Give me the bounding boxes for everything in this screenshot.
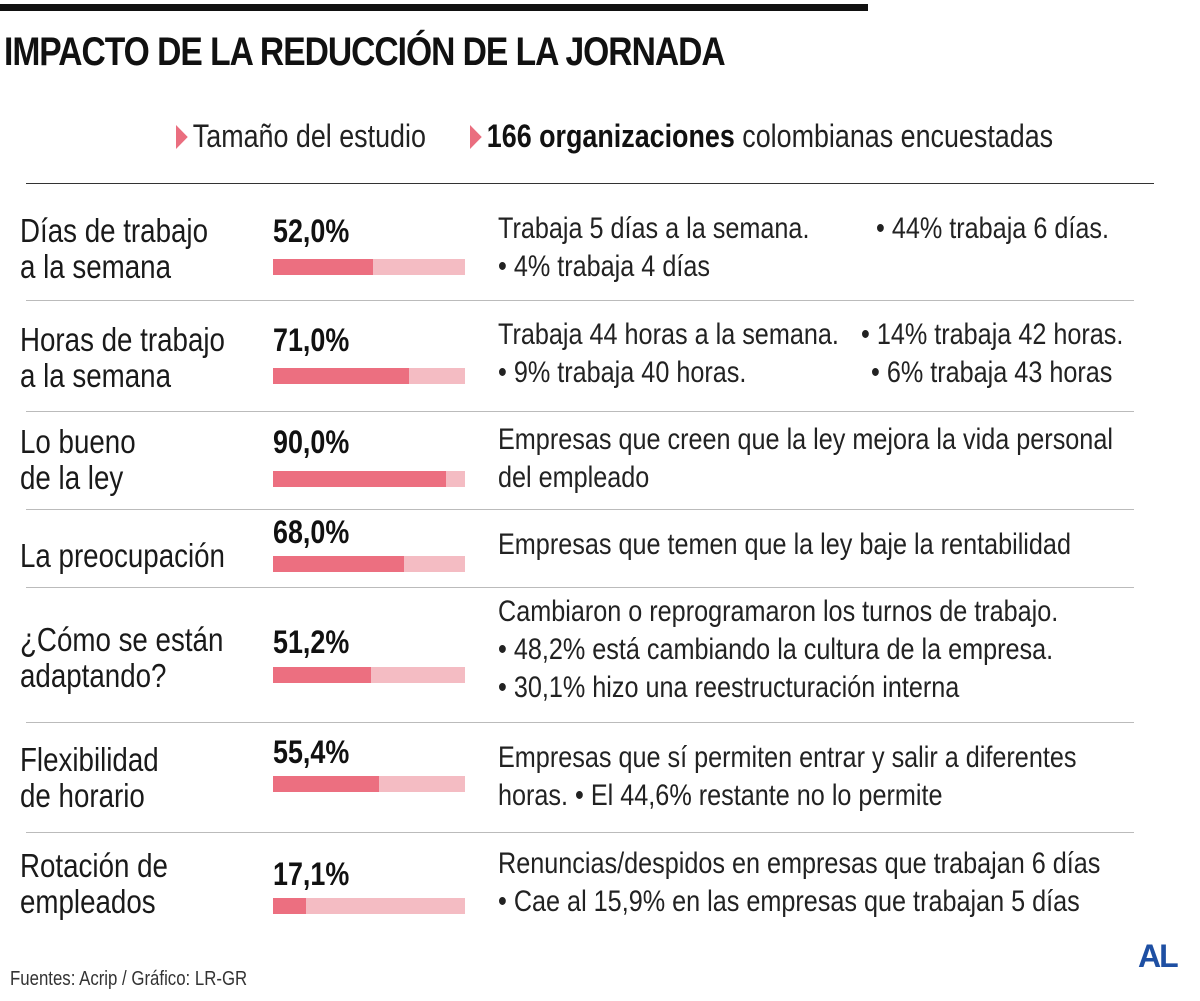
row-label-line: Rotación de bbox=[20, 847, 168, 884]
row-description-line: • 48,2% está cambiando la cultura de la … bbox=[498, 633, 1054, 666]
row-label-line: Días de trabajo bbox=[20, 212, 209, 249]
bar bbox=[273, 776, 380, 792]
row-description: Trabaja 5 días a la semana. • 4% trabaja … bbox=[498, 210, 809, 286]
bar-value-label: 90,0% bbox=[273, 424, 350, 460]
row-description-line: Empresas que creen que la ley mejora la … bbox=[498, 423, 1113, 456]
bar-track bbox=[273, 776, 465, 792]
chart-title: IMPACTO DE LA REDUCCIÓN DE LA JORNADA bbox=[4, 30, 726, 74]
bar-track bbox=[273, 898, 465, 914]
study-size-value-wrap: 166 organizaciones colombianas encuestad… bbox=[470, 118, 1053, 155]
row-divider bbox=[26, 587, 1134, 588]
study-size-description: colombianas encuestadas bbox=[734, 118, 1054, 154]
row-description-line: Cambiaron o reprogramaron los turnos de … bbox=[498, 595, 1059, 628]
row-description-line: • 9% trabaja 40 horas. bbox=[498, 356, 747, 389]
row-divider bbox=[26, 411, 1134, 412]
row-description: Empresas que sí permiten entrar y salir … bbox=[498, 739, 1076, 815]
row-label: La preocupación bbox=[20, 538, 225, 574]
row-description-line: Trabaja 5 días a la semana. bbox=[498, 212, 810, 245]
publisher-logo: AL bbox=[1138, 938, 1179, 974]
bar-value-label: 17,1% bbox=[273, 856, 350, 892]
row-label-line: Flexibilidad bbox=[20, 741, 159, 778]
row-label-line: ¿Cómo se están bbox=[20, 621, 224, 658]
row-label-line: Horas de trabajo bbox=[20, 321, 225, 358]
row-label-line: Lo bueno bbox=[20, 423, 136, 460]
row-description-line: horas. • El 44,6% restante no lo permite bbox=[498, 779, 943, 812]
bar bbox=[273, 259, 373, 275]
bar-track bbox=[273, 259, 465, 275]
row-description-line: • 4% trabaja 4 días bbox=[498, 250, 710, 283]
bar-value-label: 68,0% bbox=[273, 514, 350, 550]
bar-value-label: 71,0% bbox=[273, 322, 350, 358]
row-label: Días de trabajo a la semana bbox=[20, 213, 208, 285]
row-description-line: Empresas que sí permiten entrar y salir … bbox=[498, 741, 1077, 774]
row-label-line: empleados bbox=[20, 883, 156, 920]
row-description: Trabaja 44 horas a la semana. • 9% trabaj… bbox=[498, 316, 839, 392]
row-label: ¿Cómo se están adaptando? bbox=[20, 622, 223, 694]
footer-sources: Fuentes: Acrip / Gráfico: LR-GR bbox=[10, 968, 248, 990]
row-label-line: de la ley bbox=[20, 459, 124, 496]
bar-value-label: 52,0% bbox=[273, 213, 350, 249]
row-description-line: Trabaja 44 horas a la semana. bbox=[498, 318, 839, 351]
study-size-label: Tamaño del estudio bbox=[192, 118, 426, 154]
row-label-line: La preocupación bbox=[20, 537, 225, 574]
bar bbox=[273, 368, 410, 384]
row-label-line: a la semana bbox=[20, 248, 172, 285]
row-description-extra: • 6% trabaja 43 horas bbox=[871, 356, 1113, 389]
arrow-right-icon bbox=[470, 125, 482, 149]
row-description-line: Renuncias/despidos en empresas que traba… bbox=[498, 847, 1101, 880]
bar bbox=[273, 667, 372, 683]
row-divider bbox=[26, 722, 1134, 723]
bar-value-label: 55,4% bbox=[273, 734, 350, 770]
row-description-extra: • 14% trabaja 42 horas. bbox=[861, 318, 1124, 351]
row-description: Cambiaron o reprogramaron los turnos de … bbox=[498, 593, 1058, 707]
study-size-label-wrap: Tamaño del estudio bbox=[176, 118, 426, 155]
row-description-line: • 30,1% hizo una reestructuración intern… bbox=[498, 671, 960, 704]
row-divider bbox=[26, 832, 1134, 833]
row-description: Renuncias/despidos en empresas que traba… bbox=[498, 845, 1100, 921]
row-label: Horas de trabajo a la semana bbox=[20, 322, 225, 394]
row-description-extra: • 44% trabaja 6 días. bbox=[876, 212, 1109, 245]
row-divider bbox=[26, 300, 1134, 301]
bar bbox=[273, 556, 404, 572]
row-description: Empresas que temen que la ley baje la re… bbox=[498, 526, 1071, 564]
row-description-line: del empleado bbox=[498, 461, 650, 494]
top-rule bbox=[0, 4, 868, 11]
row-description-line: • Cae al 15,9% en las empresas que traba… bbox=[498, 885, 1080, 918]
bar bbox=[273, 898, 306, 914]
bar-track bbox=[273, 667, 465, 683]
row-label: Flexibilidad de horario bbox=[20, 742, 159, 814]
bar-value-label: 51,2% bbox=[273, 624, 350, 660]
row-label-line: adaptando? bbox=[20, 657, 167, 694]
bar bbox=[273, 471, 446, 487]
bar-track bbox=[273, 556, 465, 572]
study-size-value: 166 organizaciones bbox=[486, 118, 735, 154]
row-label: Lo bueno de la ley bbox=[20, 424, 136, 496]
arrow-right-icon bbox=[176, 125, 188, 149]
row-label: Rotación de empleados bbox=[20, 848, 168, 920]
row-description: Empresas que creen que la ley mejora la … bbox=[498, 421, 1113, 497]
header-rule bbox=[26, 183, 1154, 184]
bar-track bbox=[273, 368, 465, 384]
row-description-line: Empresas que temen que la ley baje la re… bbox=[498, 528, 1071, 561]
row-divider bbox=[26, 509, 1134, 510]
row-label-line: a la semana bbox=[20, 357, 172, 394]
bar-track bbox=[273, 471, 465, 487]
row-label-line: de horario bbox=[20, 777, 145, 814]
